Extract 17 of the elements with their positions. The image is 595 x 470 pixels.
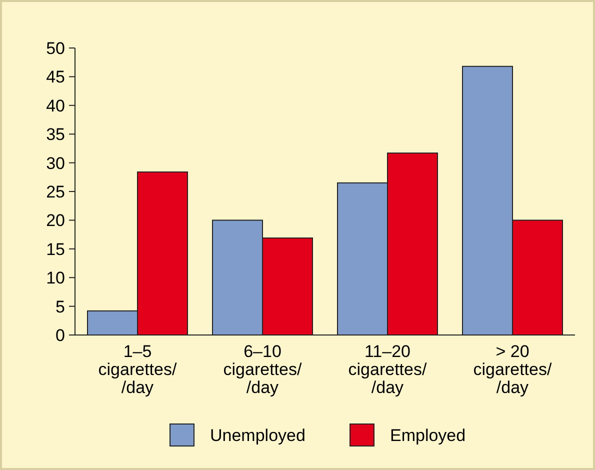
- y-tick-label: 30: [46, 154, 65, 173]
- y-tick-label: 0: [56, 326, 65, 345]
- y-tick-label: 25: [46, 182, 65, 202]
- y-tick-label: 50: [46, 38, 65, 58]
- y-tick-label: 15: [46, 240, 65, 259]
- x-tick-label: 11–20 cigarettes/ /day: [348, 342, 427, 397]
- y-tick-label: 20: [46, 211, 65, 230]
- y-tick-label: 40: [46, 96, 65, 116]
- y-tick-label: 10: [46, 268, 65, 288]
- x-tick-label: > 20 cigarettes/ /day: [473, 342, 552, 397]
- y-tick-label: 35: [46, 125, 65, 144]
- legend-label: Employed: [390, 426, 466, 445]
- legend-label: Unemployed: [210, 426, 306, 445]
- x-tick-label: 1–5 cigarettes/ /day: [98, 342, 177, 397]
- x-tick-label: 6–10 cigarettes/ /day: [223, 342, 302, 397]
- y-tick-label: 5: [56, 297, 65, 316]
- y-tick-label: 45: [46, 68, 65, 87]
